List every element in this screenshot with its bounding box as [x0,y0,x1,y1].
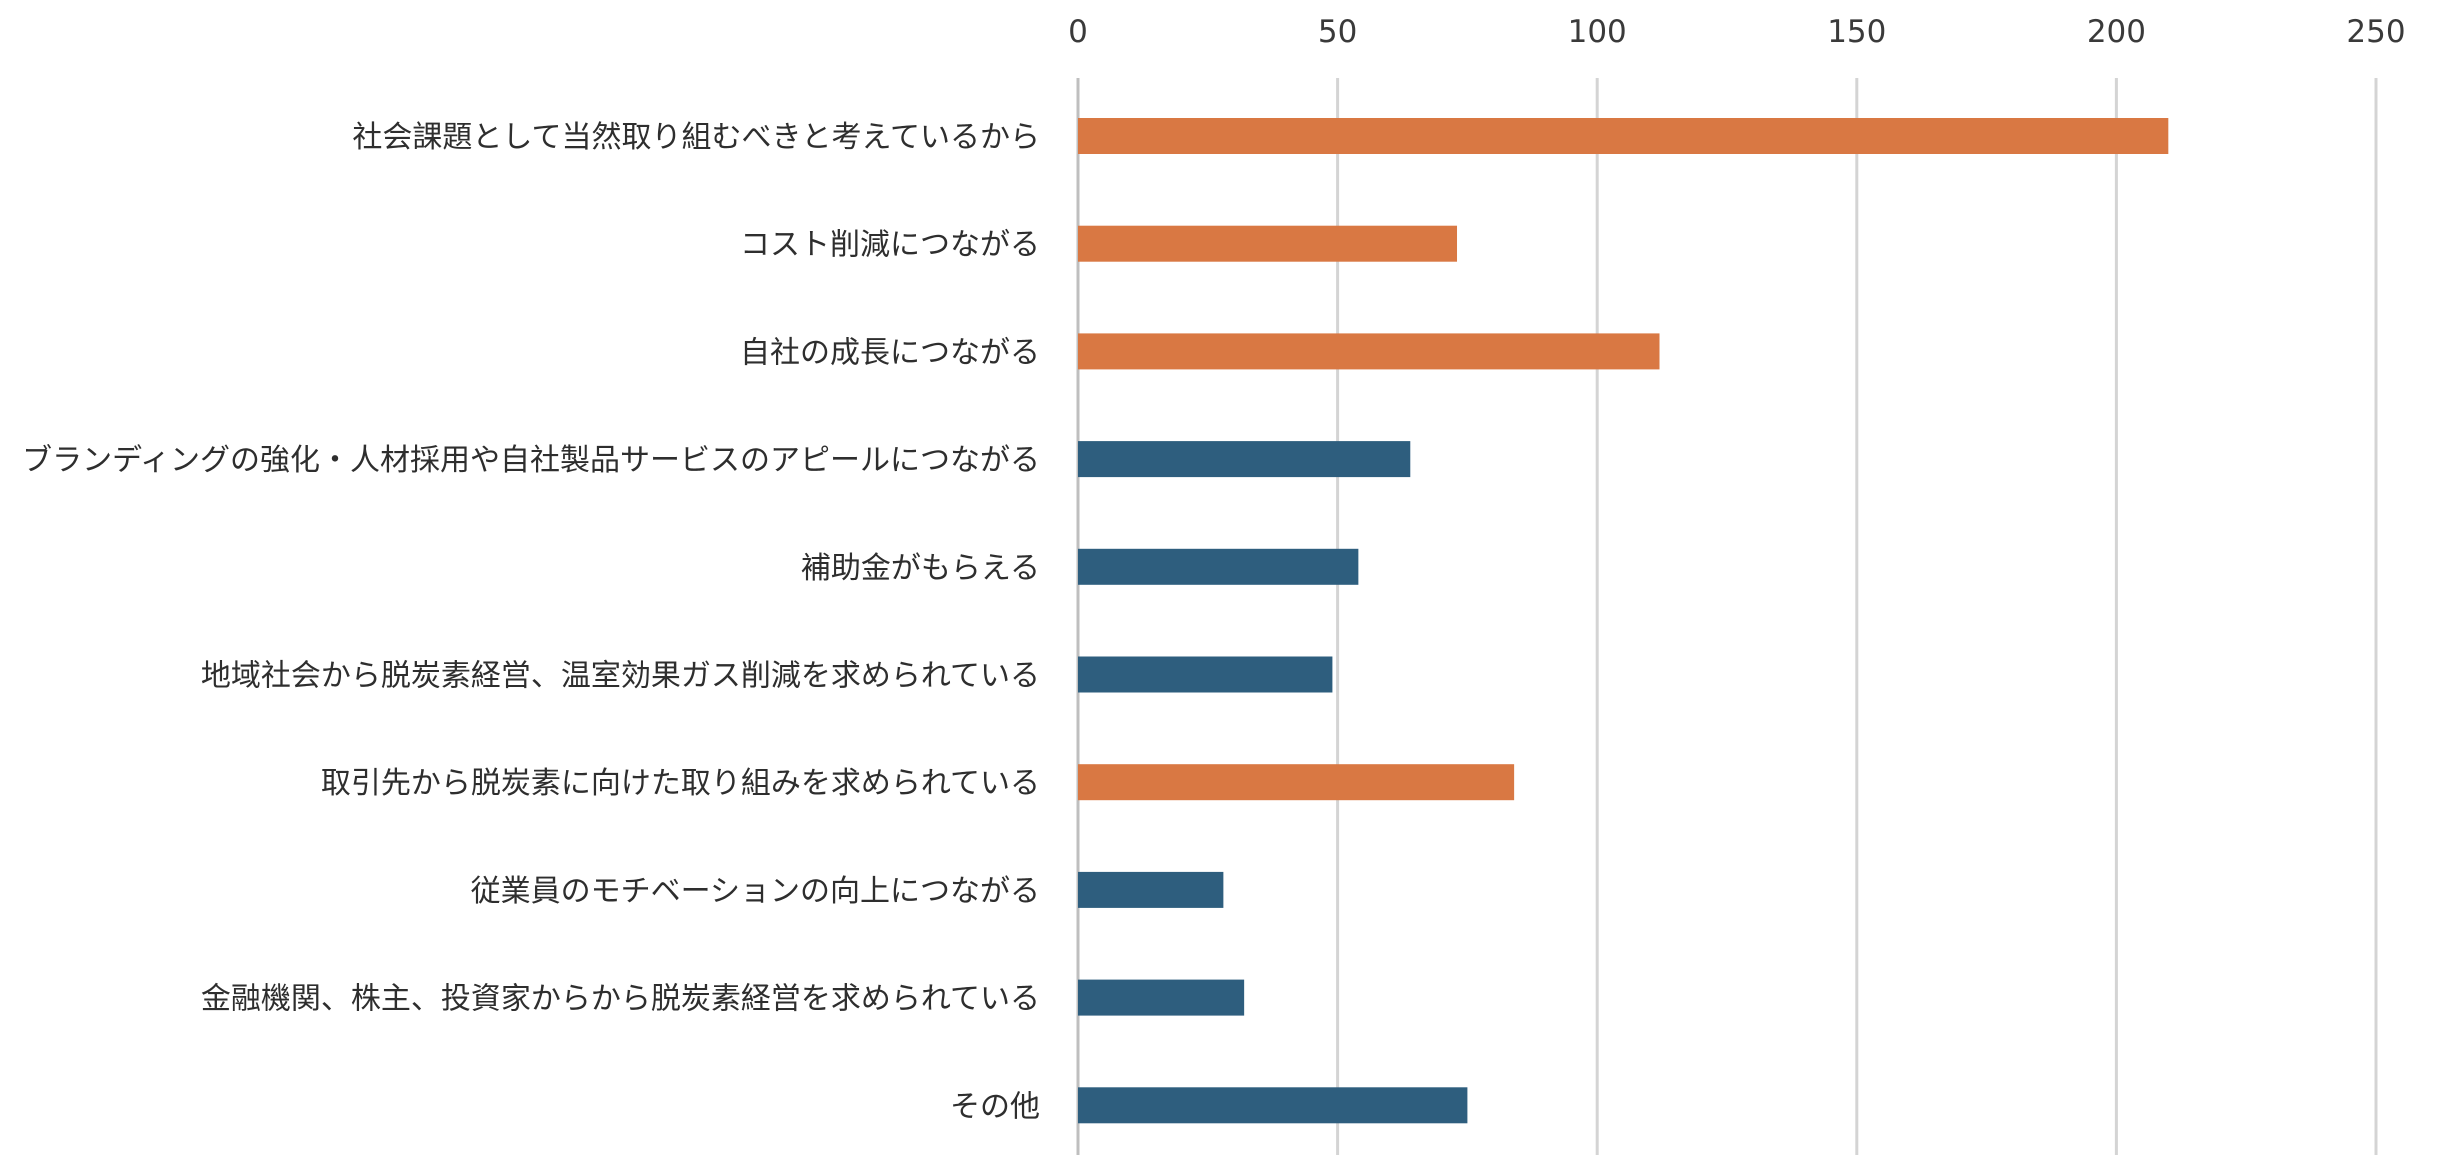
category-label-2: コスト削減につながる [740,228,1040,263]
bar-8 [1078,871,1224,908]
bar-1 [1078,118,2169,154]
x-tick-label-50: 50 [1318,14,1357,50]
bar-5 [1078,548,1359,585]
bar-7 [1078,764,1515,801]
bar-9 [1078,979,1245,1016]
bar-4 [1078,441,1411,478]
bar-3 [1078,333,1660,370]
x-tick-labels: 0 50 100 150 200 250 [1068,14,2405,50]
category-label-7: 取引先から脱炭素に向けた取り組みを求められている [321,766,1040,801]
category-label-3: 自社の成長につながる [740,335,1040,370]
category-label-5: 補助金がもらえる [801,551,1040,586]
category-label-4: ブランディングの強化・人材採用や自社製品サービスのアピールにつながる [22,443,1040,478]
x-tick-label-150: 150 [1827,14,1886,50]
bar-6 [1078,656,1333,693]
category-label-10: その他 [950,1089,1040,1124]
x-tick-label-200: 200 [2087,14,2146,50]
x-tick-label-250: 250 [2346,14,2405,50]
bars [1078,118,2169,1124]
x-tick-label-0: 0 [1068,14,1088,50]
category-label-8: 従業員のモチベーションの向上につながる [471,874,1040,909]
category-label-9: 金融機関、株主、投資家からから脱炭素経営を求められている [201,982,1040,1017]
bar-2 [1078,225,1458,262]
category-labels: 社会課題として当然取り組むべきと考えているからコスト削減につながる自社の成長につ… [22,120,1040,1124]
bar-10 [1078,1087,1468,1124]
x-tick-label-100: 100 [1568,14,1627,50]
category-label-6: 地域社会から脱炭素経営、温室効果ガス削減を求められている [201,659,1040,694]
category-label-1: 社会課題として当然取り組むべきと考えているから [352,120,1040,155]
